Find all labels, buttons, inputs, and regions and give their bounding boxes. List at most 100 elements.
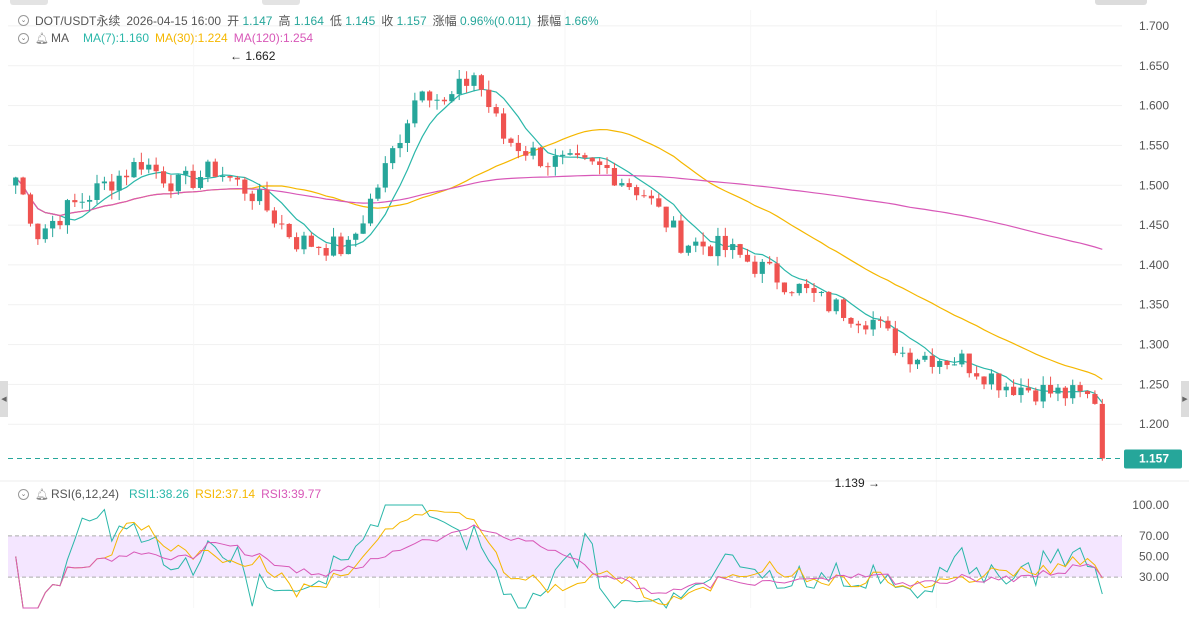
candle-body <box>397 142 403 149</box>
candle-body <box>345 239 351 255</box>
candle-body <box>146 164 152 170</box>
toolbar-handle-mid[interactable] <box>262 0 300 5</box>
price-tick-label: 1.550 <box>1139 138 1169 152</box>
candle-body <box>715 235 721 257</box>
candle-body <box>500 113 507 139</box>
candle-body <box>271 210 277 224</box>
candle-body <box>523 151 529 156</box>
candle-body <box>123 175 130 178</box>
candle-body <box>116 175 122 191</box>
rsi-tick-label: 100.00 <box>1132 498 1169 512</box>
candle-body <box>27 194 34 224</box>
candle-body <box>537 147 544 167</box>
collapse-icon[interactable]: ⌄ <box>18 15 29 26</box>
candle-body <box>959 353 965 365</box>
candle-body <box>582 155 588 158</box>
candle-body <box>678 220 684 253</box>
candle-body <box>892 328 898 354</box>
candle-body <box>900 352 906 354</box>
candle-body <box>877 319 884 321</box>
candle-body <box>20 177 26 195</box>
last-price-tag-bg <box>1124 449 1182 469</box>
low-annotation: 1.139 → <box>835 476 880 490</box>
alert-bell-icon[interactable]: 🔔︎ <box>35 32 49 45</box>
candle-body <box>464 78 470 86</box>
candle-body <box>951 364 958 366</box>
candle-body <box>634 187 640 196</box>
candle-body <box>944 360 950 365</box>
candle-body <box>988 373 995 385</box>
candle-body <box>131 162 137 178</box>
candle-body <box>685 245 691 253</box>
candle-body <box>160 171 167 184</box>
ma30-line <box>15 128 1103 380</box>
ma7-line <box>15 88 1103 404</box>
candle-body <box>707 246 714 257</box>
candle-body <box>863 325 869 330</box>
candle-body <box>1055 387 1061 394</box>
candle-body <box>855 323 861 326</box>
candle-body <box>567 153 573 155</box>
candle-body <box>604 164 610 169</box>
ma-legend: ⌄ 🔔︎ MA MA(7):1.160 MA(30):1.224 MA(120)… <box>18 31 313 45</box>
change-label: 涨幅 <box>432 14 457 28</box>
candle-body <box>316 246 322 249</box>
candle-body <box>412 100 418 124</box>
candle-body <box>996 373 1002 391</box>
ma-indicator-name[interactable]: MA <box>50 31 69 45</box>
candle-body <box>441 99 448 102</box>
candle-body <box>227 176 233 178</box>
ma7-value: MA(7):1.160 <box>82 31 149 45</box>
candle-body <box>759 261 765 274</box>
rsi1-line <box>15 504 1103 609</box>
candle-body <box>94 183 100 200</box>
candle-body <box>308 235 314 247</box>
rsi-indicator-name[interactable]: RSI(6,12,24) <box>50 487 120 501</box>
candle-body <box>767 261 773 264</box>
toolbar-handle-right[interactable] <box>1095 0 1147 5</box>
candle-body <box>390 148 396 164</box>
candle-body <box>404 123 411 143</box>
candle-body <box>1084 391 1091 395</box>
price-tick-label: 1.300 <box>1139 338 1169 352</box>
rsi-alert-bell-icon[interactable]: 🔔︎ <box>35 488 49 501</box>
candle-body <box>597 161 603 165</box>
candle-body <box>774 263 780 283</box>
toolbar-handle-left[interactable] <box>10 0 48 5</box>
candle-body <box>360 223 366 234</box>
rsi-tick-label: 30.00 <box>1139 570 1169 584</box>
candle-body <box>138 162 144 170</box>
open-value: 1.147 <box>242 14 273 28</box>
candle-body <box>1025 387 1031 391</box>
scroll-left-icon[interactable]: ◀ <box>0 381 8 417</box>
candle-body <box>197 177 204 188</box>
scroll-right-icon[interactable]: ▶ <box>1181 381 1189 417</box>
candle-body <box>670 220 677 228</box>
candle-body <box>611 168 618 186</box>
amplitude-value: 1.66% <box>564 14 599 28</box>
candle-body <box>818 291 824 293</box>
candle-body <box>234 177 241 180</box>
ohlc-legend: ⌄ DOT/USDT永续 2026-04-15 16:00 开 1.147 高 … <box>18 12 599 29</box>
candle-body <box>833 299 839 312</box>
candle-body <box>929 355 935 367</box>
candle-body <box>1018 387 1024 396</box>
candle-body <box>493 107 499 114</box>
candle-body <box>914 359 921 365</box>
candle-body <box>515 142 521 152</box>
candle-body <box>50 220 56 229</box>
candle-body <box>175 174 181 192</box>
rsi-tick-label: 50.00 <box>1139 550 1169 564</box>
candle-body <box>249 193 255 202</box>
price-tick-label: 1.200 <box>1139 417 1169 431</box>
close-label: 收 <box>381 14 394 28</box>
candle-body <box>752 261 758 274</box>
candle-body <box>1011 386 1017 396</box>
collapse-ma-icon[interactable]: ⌄ <box>18 32 29 44</box>
high-label: 高 <box>278 14 291 28</box>
collapse-rsi-icon[interactable]: ⌄ <box>18 488 29 500</box>
candle-body <box>663 206 669 228</box>
candle-body <box>242 179 248 194</box>
candle-body <box>13 177 19 186</box>
